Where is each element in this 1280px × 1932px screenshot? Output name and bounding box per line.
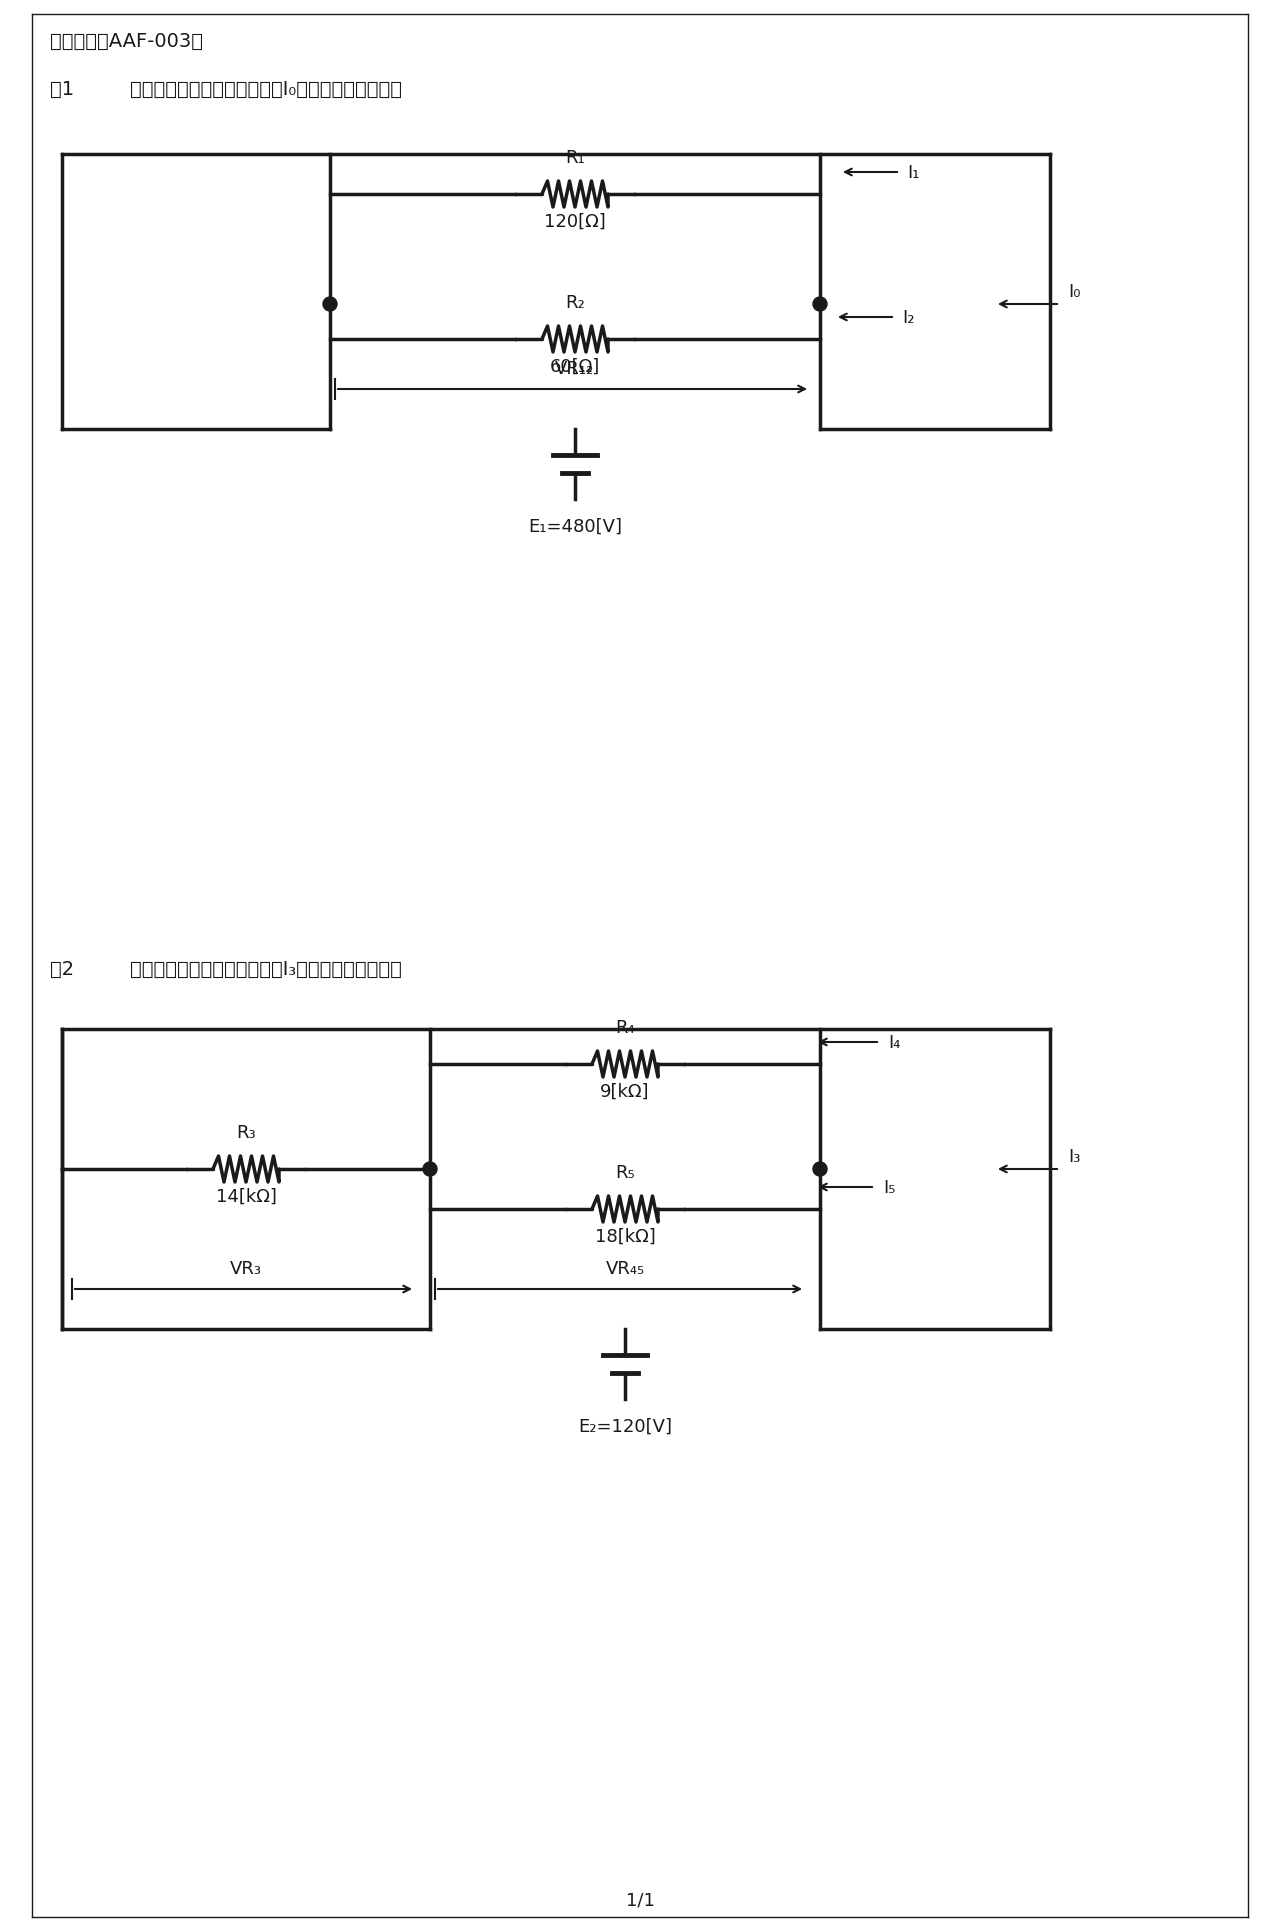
Text: I₀: I₀	[1068, 282, 1080, 301]
Text: E₂=120[V]: E₂=120[V]	[579, 1418, 672, 1435]
Text: R₅: R₅	[616, 1163, 635, 1180]
Text: 直流回路（AAF-003）: 直流回路（AAF-003）	[50, 33, 204, 50]
Text: I₅: I₅	[883, 1179, 896, 1196]
Text: R₃: R₃	[237, 1122, 256, 1142]
Text: 18[kΩ]: 18[kΩ]	[595, 1227, 655, 1246]
Text: R₂: R₂	[566, 294, 585, 311]
Text: I₃: I₃	[1068, 1148, 1080, 1165]
Text: 60[Ω]: 60[Ω]	[550, 357, 600, 377]
Text: 問1: 問1	[50, 79, 74, 99]
Text: E₁=480[V]: E₁=480[V]	[529, 518, 622, 535]
Circle shape	[323, 298, 337, 311]
Text: I₂: I₂	[902, 309, 914, 327]
Text: 問2: 問2	[50, 960, 74, 978]
Circle shape	[813, 1163, 827, 1177]
Text: 1/1: 1/1	[626, 1891, 654, 1909]
Circle shape	[813, 298, 827, 311]
Text: VR₃: VR₃	[230, 1260, 262, 1277]
Text: 14[kΩ]: 14[kΩ]	[215, 1188, 276, 1206]
Text: VR₁₂: VR₁₂	[556, 359, 595, 379]
Circle shape	[422, 1163, 436, 1177]
Text: 9[kΩ]: 9[kΩ]	[600, 1082, 650, 1101]
Text: 下図の回路に于いて、電流　I₃の値を求めなさい。: 下図の回路に于いて、電流 I₃の値を求めなさい。	[131, 960, 402, 978]
Text: R₁: R₁	[566, 149, 585, 166]
Text: I₁: I₁	[908, 164, 919, 182]
Text: I₄: I₄	[888, 1034, 900, 1051]
Text: 120[Ω]: 120[Ω]	[544, 213, 605, 232]
Text: R₄: R₄	[616, 1018, 635, 1036]
Text: VR₄₅: VR₄₅	[605, 1260, 645, 1277]
Text: 下図の回路に于いて、電流　I₀の値を求めなさい。: 下図の回路に于いて、電流 I₀の値を求めなさい。	[131, 79, 402, 99]
